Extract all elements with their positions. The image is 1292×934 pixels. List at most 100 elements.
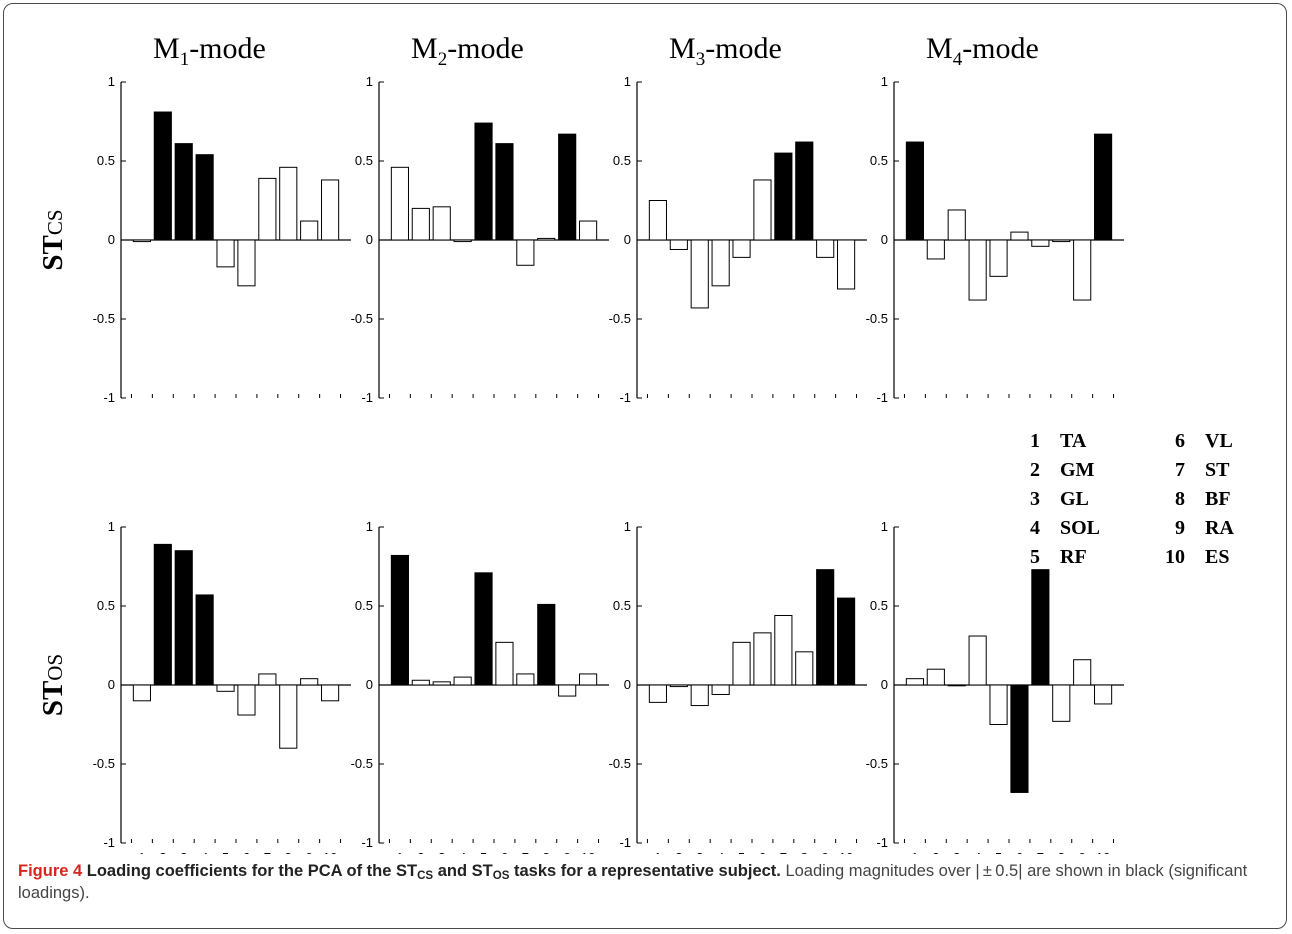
y-tick-label: 0.5 bbox=[870, 153, 888, 168]
x-tick-label: 10 bbox=[581, 850, 595, 854]
x-tick-label: 4 bbox=[201, 850, 208, 854]
x-tick-label: 9 bbox=[822, 850, 829, 854]
bar bbox=[947, 209, 966, 241]
bar bbox=[558, 133, 577, 241]
legend-number: 9 bbox=[1175, 517, 1185, 539]
y-tick-label: -0.5 bbox=[609, 756, 631, 771]
chart-panel: 1 0.5 0 -0.5 -1 1 2 3 4 5 6 7 8 9 10 bbox=[609, 519, 867, 854]
y-tick-label: -1 bbox=[361, 835, 373, 850]
bar bbox=[711, 684, 730, 695]
bar bbox=[237, 239, 256, 287]
bar bbox=[1073, 659, 1092, 686]
x-tick-label: 2 bbox=[675, 850, 682, 854]
bar bbox=[1094, 133, 1113, 241]
bar bbox=[989, 684, 1008, 725]
x-tick-label: 1 bbox=[654, 850, 661, 854]
bar bbox=[926, 668, 945, 686]
legend-number: 10 bbox=[1165, 546, 1185, 568]
legend-muscle: VL bbox=[1205, 430, 1233, 452]
x-tick-label: 3 bbox=[438, 850, 445, 854]
bar bbox=[153, 111, 172, 241]
bar bbox=[1031, 569, 1050, 686]
y-tick-label: 1 bbox=[881, 519, 888, 534]
x-tick-label: 3 bbox=[696, 850, 703, 854]
x-tick-label: 8 bbox=[285, 850, 292, 854]
bar bbox=[1052, 239, 1071, 243]
bar bbox=[300, 678, 319, 686]
legend-muscle: BF bbox=[1205, 488, 1231, 510]
y-tick-label: 0 bbox=[366, 677, 373, 692]
y-tick-label: -0.5 bbox=[609, 311, 631, 326]
legend-number: 7 bbox=[1175, 459, 1185, 481]
y-tick-label: 1 bbox=[108, 519, 115, 534]
caption-title-c: tasks for a representative subject. bbox=[509, 862, 781, 880]
bar bbox=[453, 239, 472, 243]
bar bbox=[195, 594, 214, 686]
legend-muscle: GM bbox=[1060, 459, 1095, 481]
chart-panel: 1 0.5 0 -0.5 -1 1 2 3 4 5 6 7 8 9 10 bbox=[93, 519, 351, 854]
y-tick-label: -1 bbox=[619, 835, 631, 850]
legend-number: 2 bbox=[1030, 459, 1040, 481]
bar bbox=[1010, 684, 1029, 793]
bar bbox=[816, 239, 835, 258]
legend-muscle: ST bbox=[1205, 459, 1230, 481]
bar bbox=[390, 554, 409, 686]
y-tick-label: 0 bbox=[108, 232, 115, 247]
bar bbox=[174, 143, 193, 241]
chart-panel: 1 0.5 0 -0.5 -1 1 2 3 4 5 6 7 8 9 10 bbox=[351, 519, 609, 854]
x-tick-label: 2 bbox=[159, 850, 166, 854]
legend-number: 3 bbox=[1030, 488, 1040, 510]
y-tick-label: 1 bbox=[366, 74, 373, 89]
caption-label: Figure 4 bbox=[18, 862, 83, 880]
legend-muscle: ES bbox=[1205, 546, 1229, 568]
x-tick-label: 4 bbox=[717, 850, 724, 854]
bar bbox=[795, 141, 814, 241]
caption-title-a: Loading coefficients for the PCA of the … bbox=[82, 862, 418, 880]
bar bbox=[816, 569, 835, 686]
y-tick-label: 1 bbox=[624, 74, 631, 89]
x-tick-label: 10 bbox=[1096, 850, 1110, 854]
bar bbox=[1073, 239, 1092, 301]
chart-panel: 1 0.5 0 -0.5 -1 1 2 3 4 5 6 7 8 9 10 bbox=[866, 519, 1124, 854]
caption-sub-os: OS bbox=[492, 870, 510, 882]
caption-body: Loading magnitudes over | ± 0.5| are sho… bbox=[18, 862, 1248, 902]
x-tick-label: 7 bbox=[522, 850, 529, 854]
y-tick-label: -0.5 bbox=[866, 311, 888, 326]
chart-panel: 1 0.5 0 -0.5 -1 bbox=[609, 74, 867, 405]
figure-caption: Figure 4 Loading coefficients for the PC… bbox=[18, 860, 1280, 904]
bar bbox=[279, 166, 298, 241]
bar bbox=[905, 678, 924, 686]
bar bbox=[216, 239, 235, 268]
bar bbox=[411, 207, 430, 241]
y-tick-label: 0.5 bbox=[870, 598, 888, 613]
y-tick-label: 1 bbox=[108, 74, 115, 89]
bar bbox=[537, 603, 556, 686]
bar bbox=[300, 220, 319, 241]
y-tick-label: -0.5 bbox=[351, 311, 373, 326]
bar bbox=[132, 684, 151, 702]
bar bbox=[432, 206, 451, 241]
y-tick-label: -1 bbox=[876, 835, 888, 850]
y-tick-label: 1 bbox=[366, 519, 373, 534]
bar bbox=[195, 154, 214, 241]
y-tick-label: 0.5 bbox=[355, 598, 373, 613]
bar bbox=[321, 684, 340, 702]
caption-sub-cs: CS bbox=[417, 870, 434, 882]
y-tick-label: 0.5 bbox=[613, 598, 631, 613]
legend-muscle: TA bbox=[1060, 430, 1087, 452]
y-tick-label: 0.5 bbox=[355, 153, 373, 168]
legend-number: 6 bbox=[1175, 430, 1185, 452]
y-tick-label: -0.5 bbox=[866, 756, 888, 771]
bar bbox=[711, 239, 730, 287]
caption-title: Loading coefficients for the PCA of the … bbox=[82, 862, 781, 882]
bar bbox=[774, 152, 793, 241]
bar bbox=[905, 141, 924, 241]
y-tick-label: 0 bbox=[624, 677, 631, 692]
bar bbox=[558, 684, 577, 697]
bar bbox=[432, 681, 451, 686]
y-tick-label: -1 bbox=[103, 835, 115, 850]
legend-muscle: SOL bbox=[1060, 517, 1100, 539]
x-tick-label: 5 bbox=[738, 850, 745, 854]
bar bbox=[174, 550, 193, 686]
bar bbox=[968, 239, 987, 301]
